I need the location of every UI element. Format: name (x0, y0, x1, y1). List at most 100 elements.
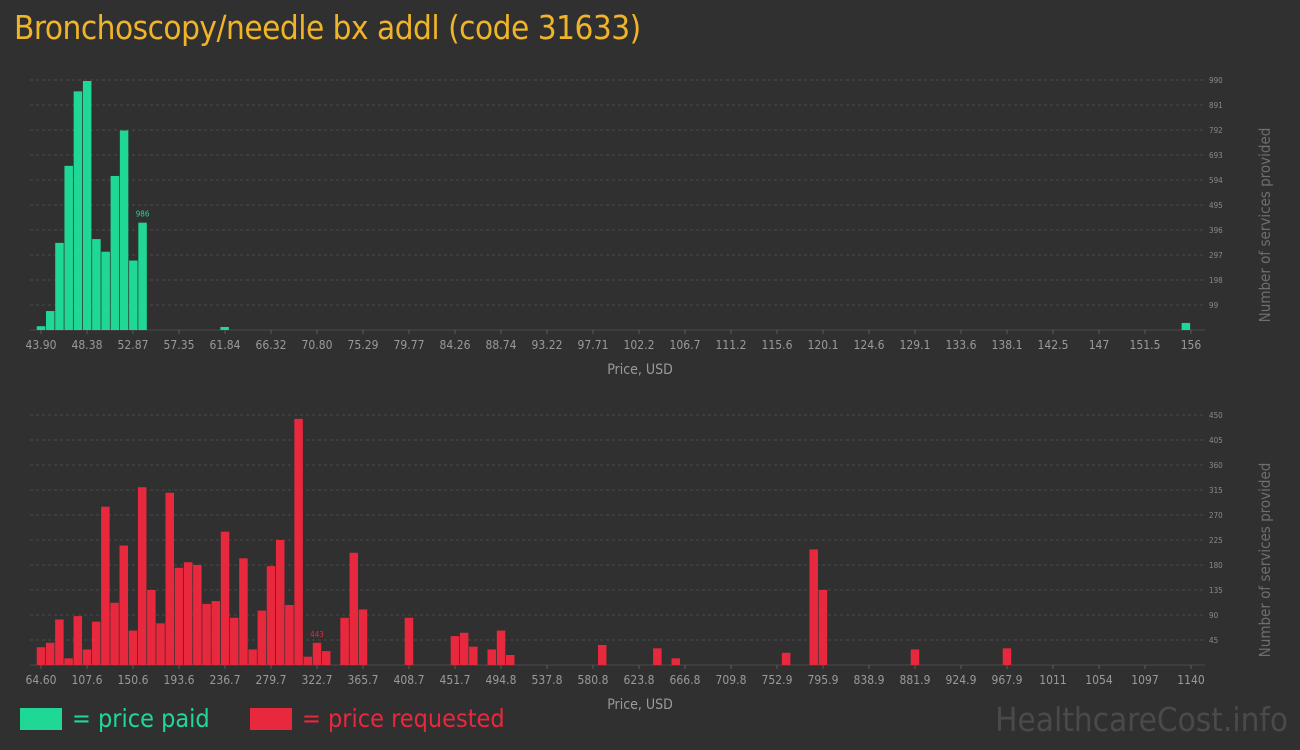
histogram-bar (36, 647, 46, 665)
x-tick-label: 1097 (1131, 673, 1158, 687)
x-tick-label: 365.7 (348, 673, 379, 687)
histogram-bar (450, 636, 460, 665)
x-tick-label: 115.6 (762, 338, 793, 352)
histogram-bar (597, 645, 607, 665)
x-tick-label: 666.8 (670, 673, 701, 687)
y-tick-label: 180 (1209, 561, 1223, 570)
y-tick-label: 315 (1209, 486, 1223, 495)
y-tick-label: 495 (1209, 201, 1223, 210)
histogram-bar (183, 562, 193, 665)
legend-paid-swatch (20, 707, 62, 730)
histogram-bar (671, 658, 681, 665)
y-tick-label: 270 (1209, 511, 1223, 520)
price-requested-chart: 45 90 135 180 225 270 315 360 405 450 64.60 107.6 15… (26, 411, 1274, 713)
histogram-bar (809, 549, 818, 665)
y-tick-label: 450 (1209, 411, 1223, 420)
x-tick-label: 236.7 (210, 673, 241, 687)
histogram-bar (220, 531, 230, 665)
histogram-bar (275, 540, 285, 665)
histogram-bar (64, 658, 73, 665)
histogram-bar (101, 506, 110, 665)
x-tick-label: 57.35 (164, 338, 195, 352)
chart-title: Bronchoscopy/needle bx addl (code 31633) (14, 8, 641, 47)
y-tick-label: 198 (1209, 276, 1223, 285)
x-tick-label: 79.77 (394, 338, 425, 352)
histogram-bar (36, 326, 46, 330)
y-tick-label: 792 (1209, 126, 1223, 135)
histogram-bar (266, 566, 276, 665)
histogram-bar (818, 590, 828, 665)
peak-value-label: 986 (136, 210, 150, 219)
y-tick-label: 297 (1209, 251, 1223, 260)
x-tick-label: 924.9 (946, 673, 977, 687)
x-tick-label: 193.6 (164, 673, 195, 687)
histogram-bar (119, 130, 129, 330)
legend-requested-label: = price requested (302, 704, 505, 733)
x-tick-label: 156 (1181, 338, 1202, 352)
x-tick-label: 52.87 (118, 338, 149, 352)
histogram-bar (193, 565, 202, 665)
x-tick-label: 1011 (1039, 673, 1066, 687)
x-tick-label: 93.22 (532, 338, 563, 352)
y-axis-label: Number of services provided (1256, 128, 1274, 323)
x-tick-label: 322.7 (302, 673, 333, 687)
histogram-bar (257, 610, 267, 665)
y-tick-label: 360 (1209, 461, 1223, 470)
price-paid-chart: 99 198 297 396 495 594 693 792 891 990 43.90 48.38 5… (26, 76, 1274, 378)
x-tick-label: 150.6 (118, 673, 149, 687)
watermark: HealthcareCost.info (995, 700, 1288, 739)
histogram-bar (1181, 322, 1191, 330)
histogram-bar (101, 251, 110, 330)
histogram-bar (910, 649, 920, 665)
y-tick-label: 135 (1209, 586, 1223, 595)
x-tick-label: 84.26 (440, 338, 471, 352)
peak-value-label: 443 (310, 630, 324, 639)
x-tick-label: 133.6 (946, 338, 977, 352)
histogram-bar (321, 651, 331, 665)
x-tick-label: 48.38 (72, 338, 103, 352)
x-tick-label: 1054 (1085, 673, 1113, 687)
histogram-bar (211, 601, 220, 665)
y-tick-label: 594 (1209, 176, 1223, 185)
y-tick-label: 693 (1209, 151, 1223, 160)
histogram-bar (505, 655, 515, 665)
histogram-bar (312, 642, 322, 665)
x-tick-label: 147 (1089, 338, 1110, 352)
y-tick-label: 225 (1209, 536, 1223, 545)
x-tick-label: 43.90 (26, 338, 57, 352)
histogram-bar (129, 260, 138, 330)
x-tick-label: 102.2 (624, 338, 655, 352)
histogram-bar (358, 609, 368, 665)
x-tick-label: 967.9 (992, 673, 1023, 687)
y-tick-label: 990 (1209, 76, 1223, 85)
y-axis-label: Number of services provided (1256, 463, 1274, 658)
x-tick-label: 408.7 (394, 673, 425, 687)
histogram-bar (128, 630, 138, 665)
y-tick-label: 891 (1209, 101, 1223, 110)
x-tick-label: 75.29 (348, 338, 379, 352)
x-tick-label: 1140 (1177, 673, 1205, 687)
histogram-bar (45, 642, 55, 665)
histogram-bar (73, 616, 83, 665)
x-tick-label: 64.60 (26, 673, 57, 687)
y-tick-label: 90 (1209, 611, 1219, 620)
x-tick-label: 623.8 (624, 673, 655, 687)
histogram-bar (653, 648, 662, 665)
histogram-bar (110, 175, 120, 330)
histogram-bar (45, 311, 55, 330)
legend-requested-swatch (250, 707, 292, 730)
x-tick-label: 111.2 (716, 338, 747, 352)
x-tick-label: 881.9 (900, 673, 931, 687)
x-tick-label: 279.7 (256, 673, 287, 687)
histogram-bar (248, 649, 257, 665)
x-tick-label: 838.9 (854, 673, 885, 687)
x-tick-label: 124.6 (854, 338, 885, 352)
histogram-bar (147, 590, 156, 665)
x-tick-label: 120.1 (808, 338, 839, 352)
histogram-bar (64, 165, 73, 330)
histogram-bar (137, 487, 147, 665)
x-axis-label: Price, USD (607, 697, 673, 713)
x-tick-label: 88.74 (486, 338, 517, 352)
legend-requested: = price requested (250, 704, 505, 733)
x-tick-label: 151.5 (1130, 338, 1161, 352)
